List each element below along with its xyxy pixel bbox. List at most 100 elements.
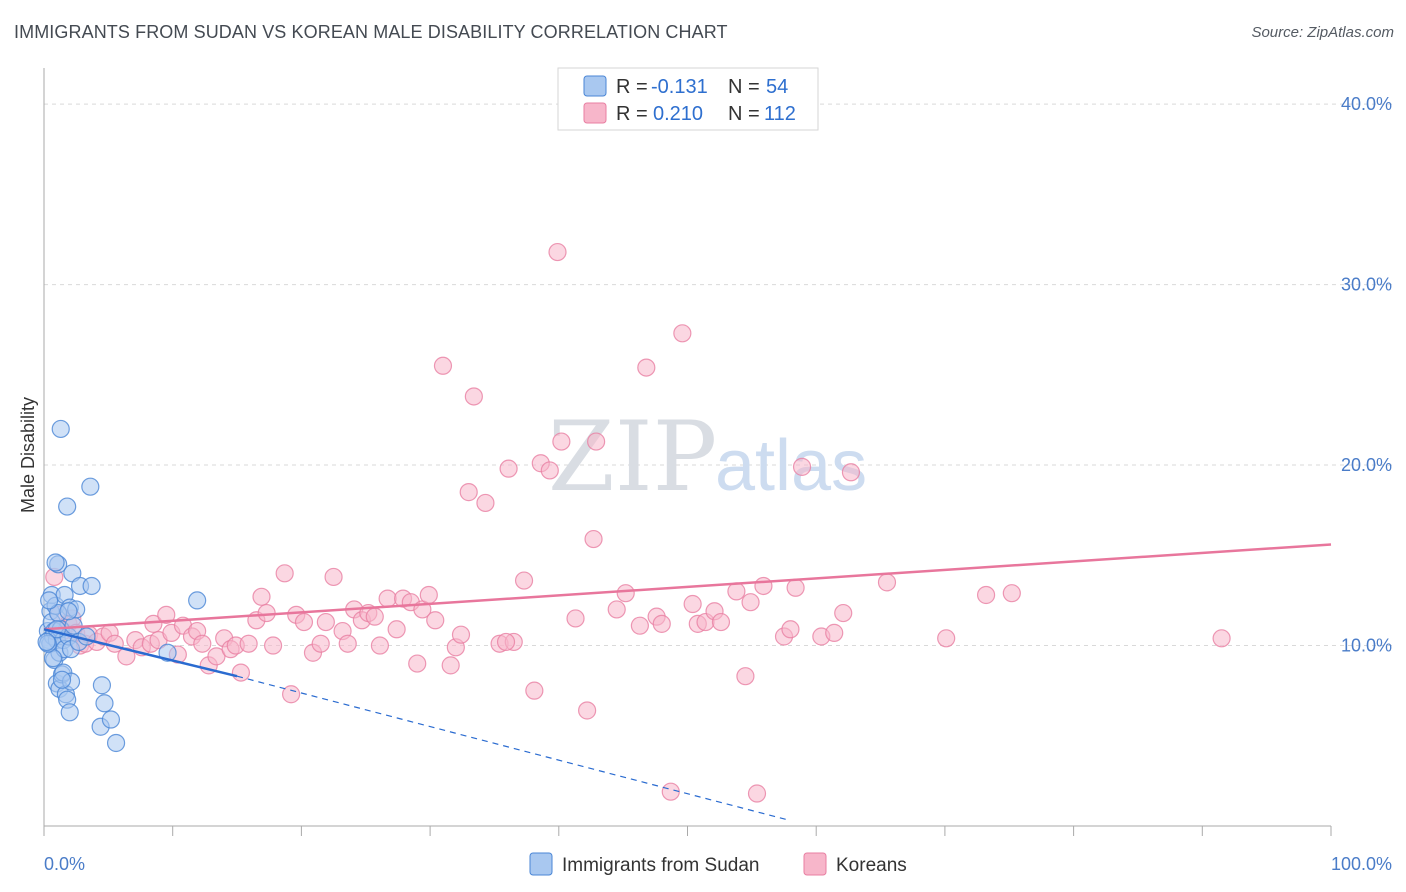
korean-point — [781, 620, 800, 639]
korean-point — [584, 529, 603, 549]
korean-point — [294, 612, 314, 632]
sudan-trend-line — [43, 628, 238, 678]
sudan-point — [81, 477, 100, 496]
korean-point — [548, 242, 567, 262]
korean-point — [324, 567, 343, 587]
korean-point — [252, 587, 271, 606]
x-axis-ticks — [43, 826, 1332, 836]
legend-n-value-sudan: 54 — [766, 76, 788, 98]
y-tick-label-30: 30.0% — [1341, 275, 1392, 295]
korean-point — [747, 784, 767, 803]
korean-point — [552, 432, 571, 451]
legend-r-value-korean: 0.210 — [653, 103, 703, 125]
y-tick-label-20: 20.0% — [1341, 455, 1392, 475]
y-axis-title: Male Disability — [18, 397, 38, 513]
korean-series-points — [45, 242, 1231, 803]
korean-point — [408, 654, 427, 673]
korean-point — [877, 573, 897, 592]
sudan-point — [77, 627, 96, 646]
korean-point — [754, 576, 773, 596]
series-legend: Immigrants from Sudan Koreans — [529, 852, 907, 876]
korean-point — [566, 609, 585, 628]
korean-point — [459, 483, 478, 502]
chart-source: Source: ZipAtlas.com — [1251, 24, 1394, 41]
sudan-point — [95, 694, 114, 713]
sudan-point — [60, 703, 79, 722]
sudan-point — [59, 602, 78, 621]
korean-point — [525, 681, 544, 700]
korean-point — [419, 585, 438, 605]
korean-point — [834, 603, 853, 623]
korean-point — [496, 632, 516, 652]
watermark-atlas: atlas — [715, 426, 867, 506]
korean-point — [378, 589, 397, 608]
korean-point — [711, 612, 731, 632]
korean-point — [370, 636, 390, 655]
x-tick-label-max: 100.0% — [1331, 854, 1392, 874]
korean-point — [736, 667, 755, 686]
korean-point — [616, 584, 635, 603]
legend-n-label-sudan: N = — [728, 76, 760, 98]
gridlines — [44, 103, 1392, 647]
bottom-legend-label-korean: Koreans — [836, 855, 907, 876]
sudan-point — [40, 591, 59, 610]
korean-trend-line — [43, 543, 1332, 631]
legend-r-label-sudan: R = — [616, 76, 648, 98]
korean-point — [637, 358, 656, 377]
korean-point — [727, 582, 746, 601]
korean-point — [282, 685, 301, 704]
korean-point — [607, 600, 626, 619]
bottom-legend-swatch-sudan — [529, 852, 553, 876]
sudan-point — [52, 670, 72, 689]
korean-point — [365, 607, 384, 626]
y-tick-label-10: 10.0% — [1341, 636, 1392, 656]
korean-point — [578, 701, 597, 720]
korean-point — [263, 636, 283, 655]
korean-point — [825, 623, 844, 642]
sudan-point — [101, 710, 121, 729]
watermark-zip: ZIP — [548, 401, 717, 513]
sudan-point — [106, 733, 126, 753]
legend-swatch-sudan — [583, 75, 607, 97]
korean-point — [841, 463, 861, 482]
korean-point — [1212, 629, 1231, 648]
korean-point — [433, 356, 453, 375]
stats-legend: R = -0.131 N = 54 R = 0.210 N = 112 — [557, 67, 819, 131]
sudan-point — [82, 576, 101, 596]
korean-point — [441, 656, 460, 675]
chart-title: IMMIGRANTS FROM SUDAN VS KOREAN MALE DIS… — [14, 22, 728, 42]
korean-point — [387, 620, 406, 639]
legend-swatch-korean — [583, 102, 607, 124]
korean-point — [786, 578, 805, 597]
korean-point — [976, 585, 996, 605]
sudan-point — [46, 553, 65, 572]
sudan-point — [37, 632, 56, 652]
sudan-point — [51, 419, 70, 439]
korean-point — [338, 634, 357, 653]
korean-point — [540, 461, 559, 480]
korean-point — [652, 614, 671, 633]
bottom-legend-swatch-korean — [803, 852, 827, 876]
korean-point — [476, 493, 495, 513]
korean-point — [587, 432, 606, 451]
korean-point — [464, 387, 483, 406]
korean-point — [630, 616, 649, 635]
korean-point — [661, 782, 680, 801]
korean-point — [275, 564, 294, 583]
korean-point — [207, 647, 226, 666]
korean-point — [1002, 584, 1021, 603]
sudan-point — [58, 497, 77, 516]
korean-point — [937, 629, 956, 648]
korean-point — [426, 611, 445, 630]
y-tick-label-40: 40.0% — [1341, 94, 1392, 114]
korean-point — [451, 625, 471, 644]
korean-point — [316, 612, 335, 632]
korean-point — [117, 647, 136, 666]
y-axis-tick-labels: 10.0% 20.0% 30.0% 40.0% — [1341, 94, 1392, 655]
trend-lines — [43, 543, 1332, 822]
legend-r-value-sudan: -0.131 — [651, 76, 708, 98]
korean-point — [673, 324, 692, 343]
korean-point — [311, 634, 330, 653]
legend-r-label-korean: R = — [616, 103, 648, 125]
